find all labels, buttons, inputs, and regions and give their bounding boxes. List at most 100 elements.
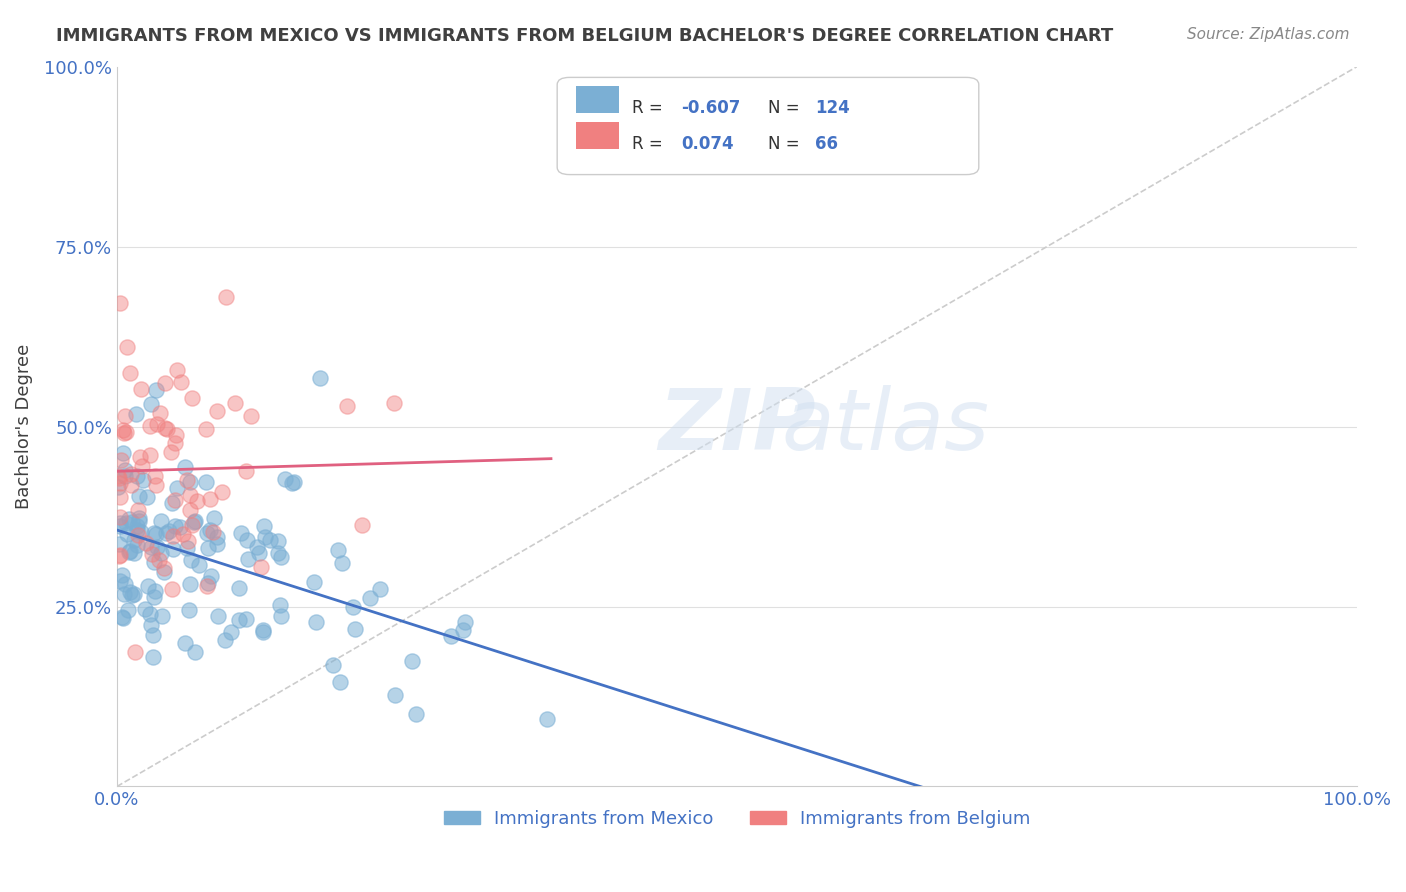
Point (110, 548, 132, 562)
Point (141, 548, 163, 562)
Point (129, 524, 152, 539)
Text: -0.607: -0.607 (681, 99, 741, 117)
Point (173, 459, 195, 474)
Point (143, 526, 166, 541)
Point (177, 533, 200, 548)
Point (110, 490, 132, 504)
Point (214, 632, 236, 647)
Point (173, 636, 195, 650)
Point (142, 628, 165, 642)
Point (127, 503, 149, 517)
Point (156, 422, 179, 436)
Point (111, 611, 134, 625)
Point (108, 476, 131, 491)
Point (128, 515, 150, 529)
Point (281, 475, 304, 490)
Point (139, 617, 162, 632)
Point (453, 615, 475, 630)
Point (145, 526, 167, 541)
Point (198, 524, 221, 538)
Legend: Immigrants from Mexico, Immigrants from Belgium: Immigrants from Mexico, Immigrants from … (436, 803, 1038, 835)
Point (179, 502, 201, 516)
Text: ZIP: ZIP (658, 385, 815, 468)
Point (120, 477, 142, 491)
Point (247, 545, 270, 559)
Point (121, 589, 143, 603)
Point (117, 603, 139, 617)
Point (146, 540, 169, 554)
Point (118, 544, 141, 558)
Point (149, 514, 172, 528)
Point (145, 477, 167, 491)
Point (186, 493, 208, 508)
Text: 66: 66 (815, 135, 838, 153)
Point (153, 376, 176, 390)
Point (148, 553, 170, 567)
Point (128, 489, 150, 503)
Point (108, 518, 131, 533)
Point (401, 654, 423, 668)
Point (246, 540, 269, 554)
Point (322, 658, 344, 673)
Point (163, 493, 186, 508)
Point (124, 407, 146, 421)
Point (118, 367, 141, 381)
Point (221, 625, 243, 640)
Point (170, 375, 193, 389)
Point (342, 599, 364, 614)
Point (180, 552, 202, 566)
Point (259, 533, 281, 547)
Point (118, 512, 141, 526)
Point (344, 622, 367, 636)
Point (235, 612, 257, 626)
Point (384, 688, 406, 702)
Point (112, 587, 135, 601)
Point (224, 396, 246, 410)
Point (135, 536, 157, 550)
Point (200, 568, 222, 582)
Point (114, 577, 136, 591)
Point (207, 609, 229, 624)
Point (165, 428, 187, 442)
Point (273, 472, 295, 486)
Point (183, 515, 205, 529)
Point (250, 559, 273, 574)
Point (179, 576, 201, 591)
Point (132, 474, 155, 488)
Point (122, 546, 145, 560)
Point (330, 556, 353, 570)
Point (162, 541, 184, 556)
Point (176, 541, 198, 556)
Point (163, 518, 186, 533)
Point (115, 425, 138, 440)
Point (138, 607, 160, 621)
Point (252, 625, 274, 640)
Point (118, 584, 141, 599)
Point (127, 468, 149, 483)
Point (107, 480, 129, 494)
Point (253, 530, 276, 544)
Point (169, 520, 191, 534)
Point (195, 475, 218, 490)
Point (117, 545, 139, 559)
Point (235, 464, 257, 478)
Point (184, 645, 207, 659)
Point (229, 525, 252, 540)
Point (110, 568, 132, 582)
Point (269, 598, 291, 612)
Point (270, 608, 292, 623)
Point (125, 538, 148, 552)
Point (166, 481, 188, 495)
Y-axis label: Bachelor's Degree: Bachelor's Degree (15, 344, 32, 509)
Point (127, 527, 149, 541)
Point (107, 468, 129, 483)
Point (108, 516, 131, 530)
Point (122, 533, 145, 547)
Point (112, 423, 135, 437)
Point (197, 541, 219, 556)
Text: N =: N = (768, 99, 804, 117)
Point (124, 645, 146, 659)
Point (115, 516, 138, 530)
Point (115, 340, 138, 354)
Point (114, 463, 136, 477)
